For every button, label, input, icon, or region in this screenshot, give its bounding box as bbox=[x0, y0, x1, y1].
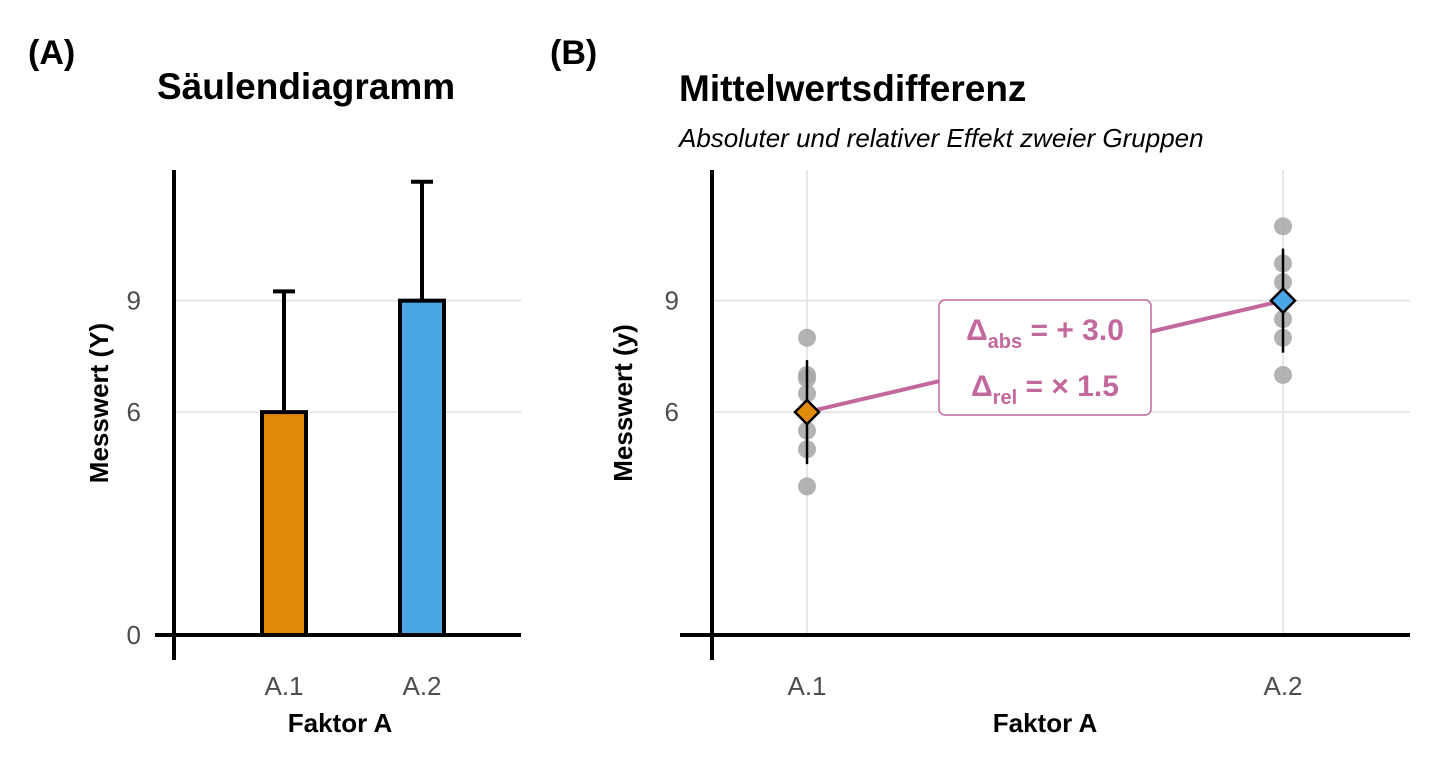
annotation-relative-effect: Δrel = × 1.5 bbox=[971, 370, 1119, 409]
panel-b-x-ticks: A.1 A.2 bbox=[787, 671, 1302, 701]
panel-b-effect-annotation: Δabs = + 3.0 Δrel = × 1.5 bbox=[938, 299, 1152, 416]
panel-b-x-axis-label: Faktor A bbox=[993, 708, 1098, 738]
panel-a-letter: (A) bbox=[28, 34, 75, 72]
panel-a-y-axis-label: Messwert (Y) bbox=[84, 323, 114, 483]
panel-a-x-tick-label: A.2 bbox=[402, 671, 441, 701]
annotation-box bbox=[938, 299, 1152, 416]
panel-a-bar-A.1 bbox=[260, 410, 308, 637]
panel-b-x-tick-label: A.2 bbox=[1263, 671, 1302, 701]
panel-a-y-ticks: 0 6 9 bbox=[127, 286, 141, 650]
panel-b-y-tick-label: 6 bbox=[665, 397, 679, 427]
panel-b-data-point bbox=[1274, 217, 1292, 236]
panel-b-mean-marker-A.1 bbox=[793, 398, 821, 426]
panel-a-bar-A.2 bbox=[398, 298, 446, 637]
panel-b-mean-marker-A.2 bbox=[1269, 286, 1297, 315]
panel-a-x-tick-label: A.1 bbox=[264, 671, 303, 701]
panel-b: (B) Mittelwertsdifferenz Absoluter und r… bbox=[550, 34, 1410, 738]
panel-a-y-tick-label: 6 bbox=[127, 397, 141, 427]
panel-a-title: Säulendiagramm bbox=[157, 66, 455, 107]
panel-b-data-point bbox=[1274, 365, 1292, 384]
panel-a-x-axis-label: Faktor A bbox=[288, 708, 393, 738]
panel-b-letter: (B) bbox=[550, 34, 597, 72]
panel-b-means bbox=[793, 286, 1297, 426]
panel-b-y-ticks: 69 bbox=[665, 286, 679, 427]
panel-b-subtitle: Absoluter und relativer Effekt zweier Gr… bbox=[677, 123, 1204, 153]
panel-b-y-axis-label: Messwert (y) bbox=[608, 324, 638, 482]
panel-b-y-tick-label: 9 bbox=[665, 286, 679, 316]
panel-b-data-point bbox=[798, 477, 816, 496]
panel-a-gridlines bbox=[174, 299, 521, 414]
annotation-absolute-effect: Δabs = + 3.0 bbox=[966, 314, 1124, 353]
panel-a: (A) Säulendiagramm 0 6 9 A.1 A.2 Faktor A M… bbox=[28, 34, 521, 738]
panel-b-data-point bbox=[798, 328, 816, 347]
panel-a-bars bbox=[260, 179, 446, 637]
panel-b-x-tick-label: A.1 bbox=[787, 671, 826, 701]
panel-a-x-ticks: A.1 A.2 bbox=[264, 671, 441, 701]
panel-a-y-tick-label: 0 bbox=[127, 620, 141, 650]
panel-b-title: Mittelwertsdifferenz bbox=[679, 68, 1026, 109]
panel-a-y-tick-label: 9 bbox=[127, 286, 141, 316]
